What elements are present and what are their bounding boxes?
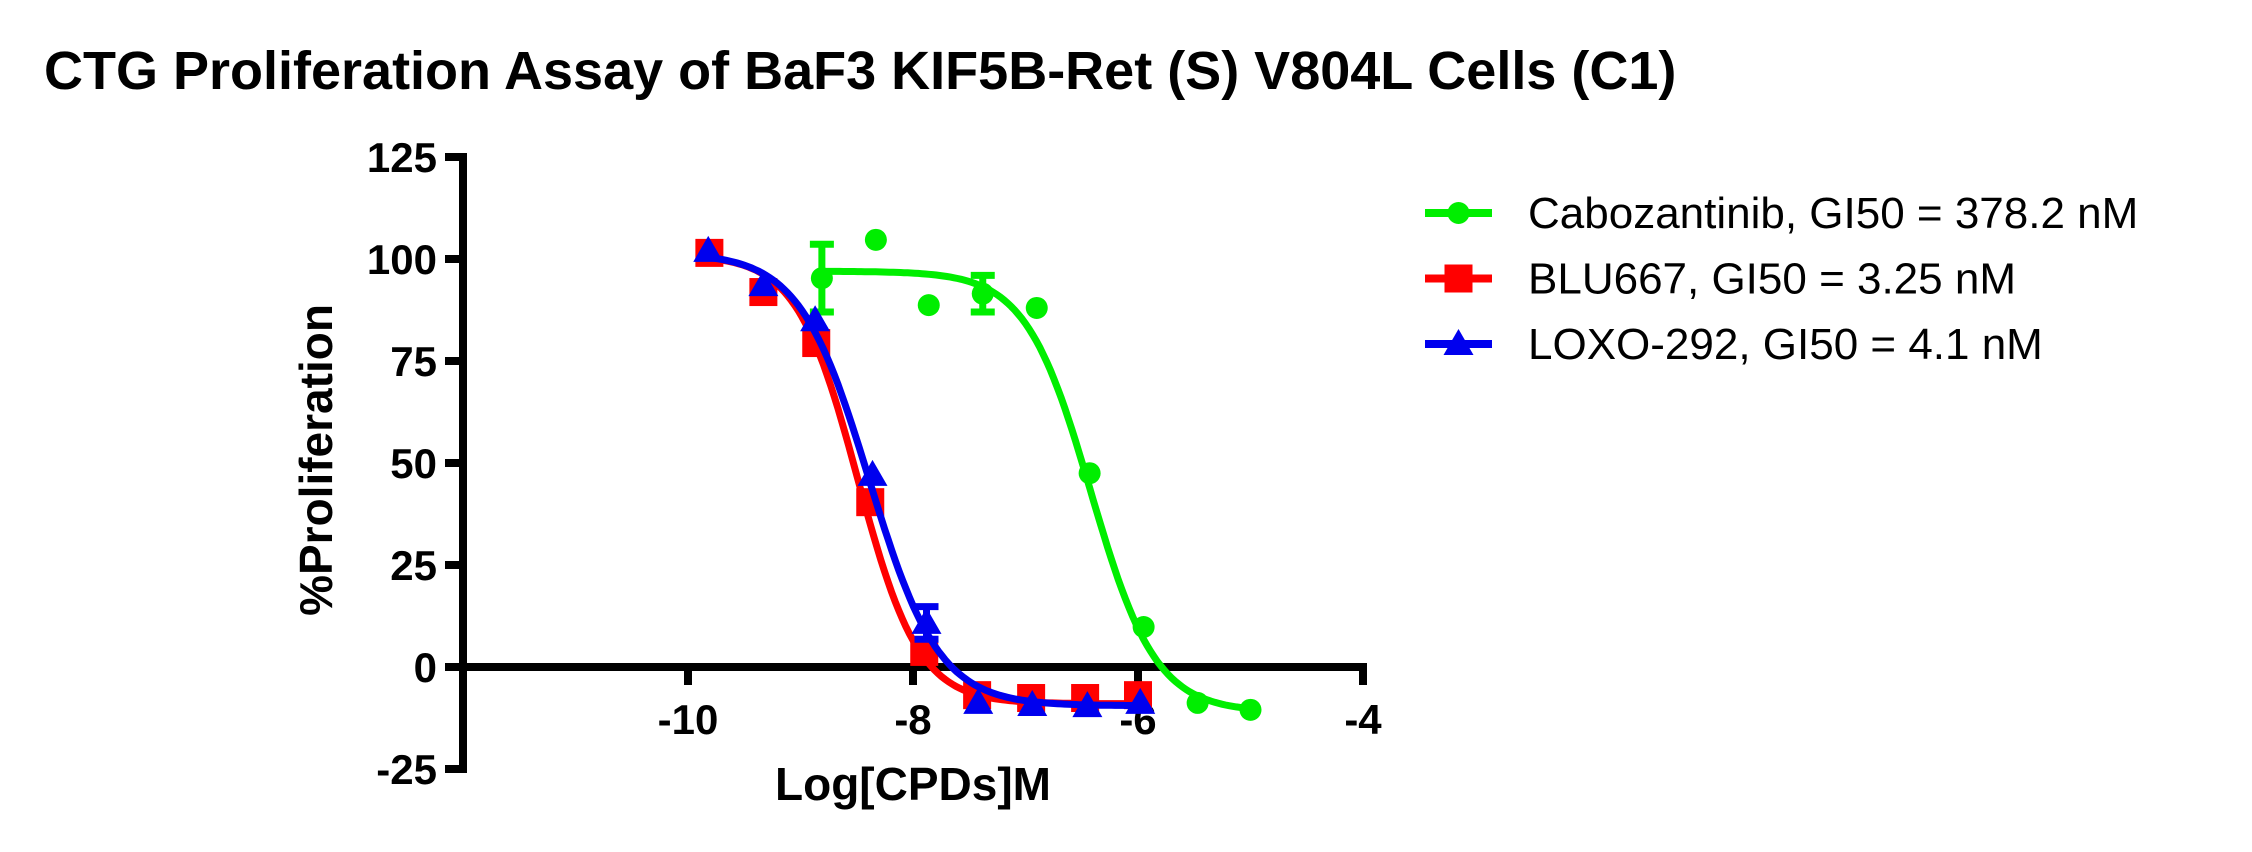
data-point xyxy=(693,235,724,262)
data-point xyxy=(911,607,942,634)
data-point xyxy=(963,687,994,714)
series-layer xyxy=(693,228,1262,721)
legend: Cabozantinib, GI50 = 378.2 nM BLU667, GI5… xyxy=(1425,189,2138,369)
data-point xyxy=(800,305,831,332)
legend-item-label: BLU667, GI50 = 3.25 nM xyxy=(1528,255,2016,304)
y-tick-label: 0 xyxy=(414,644,437,691)
y-tick-label: 125 xyxy=(367,134,437,181)
legend-marker-circle xyxy=(1447,202,1470,224)
x-tick-label: -10 xyxy=(658,696,719,743)
x-axis-label: Log[CPDs]M xyxy=(775,758,1051,810)
y-tick-label: 75 xyxy=(390,338,437,385)
y-tick-label: 100 xyxy=(367,236,437,283)
data-point xyxy=(1125,687,1156,714)
data-point xyxy=(1025,296,1048,319)
data-point xyxy=(857,459,888,486)
y-tick-label: -25 xyxy=(376,746,437,793)
data-point xyxy=(1078,462,1101,485)
data-point xyxy=(1017,689,1048,716)
data-point xyxy=(1239,698,1262,721)
legend-marker-triangle xyxy=(1443,329,1474,355)
y-axis-label: %Proliferation xyxy=(290,304,342,616)
legend-item-label: LOXO-292, GI50 = 4.1 nM xyxy=(1528,320,2043,369)
chart-title: CTG Proliferation Assay of BaF3 KIF5B-Re… xyxy=(44,41,1677,101)
y-tick-label: 50 xyxy=(390,440,437,487)
legend-item-label: Cabozantinib, GI50 = 378.2 nM xyxy=(1528,189,2138,238)
y-tick-label: 25 xyxy=(390,542,437,589)
data-point xyxy=(1072,691,1103,718)
data-point xyxy=(748,270,779,297)
fit-curve xyxy=(818,267,1254,713)
data-point xyxy=(864,228,887,251)
legend-item-loxo-292: LOXO-292, GI50 = 4.1 nM xyxy=(1425,320,2043,369)
data-point xyxy=(917,294,940,317)
legend-item-cabozantinib: Cabozantinib, GI50 = 378.2 nM xyxy=(1425,189,2138,238)
series-cabozantinib xyxy=(809,228,1262,721)
x-tick-label: -4 xyxy=(1344,696,1382,743)
legend-item-blu667: BLU667, GI50 = 3.25 nM xyxy=(1425,255,2016,304)
series-loxo-292 xyxy=(693,235,1156,718)
data-point xyxy=(1132,616,1155,639)
data-point xyxy=(971,282,994,305)
data-point xyxy=(1186,691,1209,714)
x-tick-label: -8 xyxy=(894,696,931,743)
legend-marker-square xyxy=(1444,264,1473,293)
data-point xyxy=(810,267,833,290)
